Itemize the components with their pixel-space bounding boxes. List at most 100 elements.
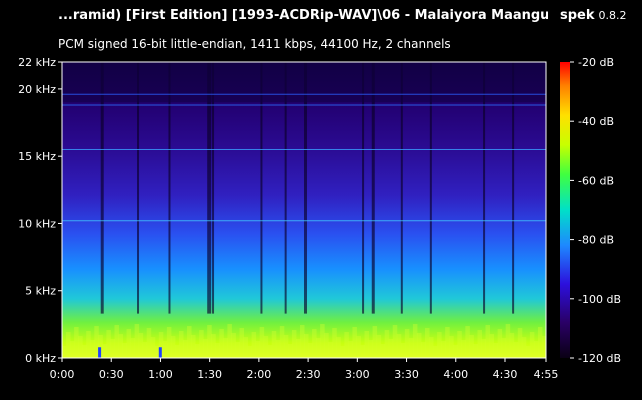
- low-frequency-energy: [388, 339, 394, 358]
- low-frequency-energy: [247, 346, 253, 358]
- low-frequency-energy: [497, 329, 503, 358]
- low-frequency-energy: [178, 331, 184, 358]
- low-frequency-energy: [477, 330, 482, 358]
- low-frequency-energy: [392, 325, 398, 358]
- low-frequency-energy: [420, 342, 426, 358]
- x-tick-label: 4:55: [534, 368, 559, 381]
- low-frequency-energy: [485, 325, 491, 358]
- low-frequency-energy: [259, 327, 265, 358]
- colorbar-tick-label: -60 dB: [578, 174, 614, 187]
- low-frequency-energy: [279, 326, 285, 358]
- low-frequency-energy: [513, 342, 519, 358]
- dropout-mark: [98, 347, 102, 358]
- low-frequency-energy: [425, 328, 430, 358]
- low-frequency-energy: [336, 337, 341, 358]
- low-frequency-energy: [416, 333, 422, 358]
- low-frequency-energy: [170, 336, 176, 358]
- low-frequency-energy: [396, 334, 402, 358]
- low-frequency-energy: [312, 329, 317, 358]
- low-frequency-energy: [356, 336, 361, 358]
- x-tick-label: 4:00: [443, 368, 468, 381]
- spectral-gap-streak: [512, 62, 515, 314]
- x-tick-label: 1:00: [148, 368, 173, 381]
- low-frequency-energy: [525, 346, 531, 358]
- low-frequency-energy: [110, 339, 115, 358]
- low-frequency-energy: [215, 343, 220, 358]
- low-frequency-energy: [469, 335, 474, 358]
- low-frequency-energy: [150, 337, 156, 358]
- colorbar-tick-label: -40 dB: [578, 115, 614, 128]
- low-frequency-energy: [412, 324, 418, 358]
- spectral-gap-streak: [284, 62, 287, 314]
- low-frequency-energy: [376, 335, 382, 358]
- low-frequency-energy: [384, 330, 390, 358]
- app-version: 0.8.2: [598, 9, 627, 22]
- low-frequency-energy: [183, 340, 188, 358]
- audio-info: PCM signed 16-bit little-endian, 1411 kb…: [58, 37, 451, 51]
- low-frequency-energy: [98, 335, 103, 358]
- low-frequency-energy: [481, 339, 486, 358]
- spectral-gap-streak: [400, 62, 403, 314]
- low-frequency-energy: [219, 329, 224, 358]
- low-frequency-energy: [457, 331, 462, 358]
- x-tick-label: 1:30: [197, 368, 222, 381]
- spectral-gap-streak: [100, 62, 104, 314]
- low-frequency-energy: [541, 336, 547, 358]
- low-frequency-energy: [243, 337, 249, 358]
- y-tick-label: 22 kHz: [18, 56, 56, 69]
- low-frequency-energy: [195, 344, 200, 358]
- x-tick-label: 2:30: [296, 368, 321, 381]
- low-frequency-energy: [493, 343, 499, 358]
- low-frequency-energy: [158, 332, 164, 358]
- low-frequency-energy: [134, 324, 140, 358]
- x-tick-label: 2:00: [247, 368, 272, 381]
- low-frequency-energy: [408, 338, 414, 358]
- colorbar-tick-label: -120 dB: [578, 352, 621, 365]
- low-frequency-energy: [372, 326, 378, 358]
- colorbar-tick-label: -80 dB: [578, 234, 614, 247]
- low-frequency-energy: [505, 324, 511, 358]
- low-frequency-energy: [227, 324, 232, 358]
- low-frequency-energy: [360, 345, 365, 358]
- colorbar: [560, 62, 570, 358]
- low-frequency-energy: [299, 325, 305, 358]
- low-frequency-energy: [66, 332, 71, 358]
- x-tick-label: 3:00: [345, 368, 370, 381]
- dropout-mark: [158, 347, 162, 358]
- low-frequency-energy: [138, 333, 144, 358]
- low-frequency-energy: [102, 344, 107, 358]
- low-frequency-energy: [352, 327, 357, 358]
- low-frequency-energy: [287, 344, 293, 358]
- low-frequency-energy: [295, 339, 301, 358]
- low-frequency-energy: [368, 340, 374, 358]
- low-frequency-energy: [291, 330, 297, 358]
- spectral-gap-streak: [429, 62, 432, 314]
- low-frequency-energy: [283, 335, 289, 358]
- x-tick-label: 0:00: [50, 368, 75, 381]
- low-frequency-energy: [82, 345, 87, 358]
- low-frequency-energy: [533, 341, 539, 358]
- low-frequency-energy: [308, 343, 313, 358]
- low-frequency-energy: [537, 327, 543, 358]
- spectral-gap-streak: [260, 62, 263, 314]
- low-frequency-energy: [142, 342, 148, 358]
- x-tick-label: 0:30: [99, 368, 124, 381]
- low-frequency-energy: [263, 336, 269, 358]
- y-tick-label: 20 kHz: [18, 83, 56, 96]
- low-frequency-energy: [126, 329, 132, 358]
- low-frequency-energy: [191, 335, 196, 358]
- low-frequency-energy: [316, 338, 321, 358]
- spectral-gap-streak: [362, 62, 365, 314]
- low-frequency-energy: [235, 342, 240, 358]
- spectral-gap-streak: [137, 62, 140, 314]
- low-frequency-energy: [70, 341, 75, 358]
- low-frequency-energy: [118, 334, 123, 358]
- low-frequency-energy: [433, 346, 438, 358]
- y-tick-label: 0 kHz: [25, 352, 56, 365]
- spectral-gap-streak: [212, 62, 215, 314]
- low-frequency-energy: [332, 328, 337, 358]
- low-frequency-energy: [461, 340, 466, 358]
- low-frequency-energy: [106, 330, 111, 358]
- low-frequency-energy: [86, 331, 91, 358]
